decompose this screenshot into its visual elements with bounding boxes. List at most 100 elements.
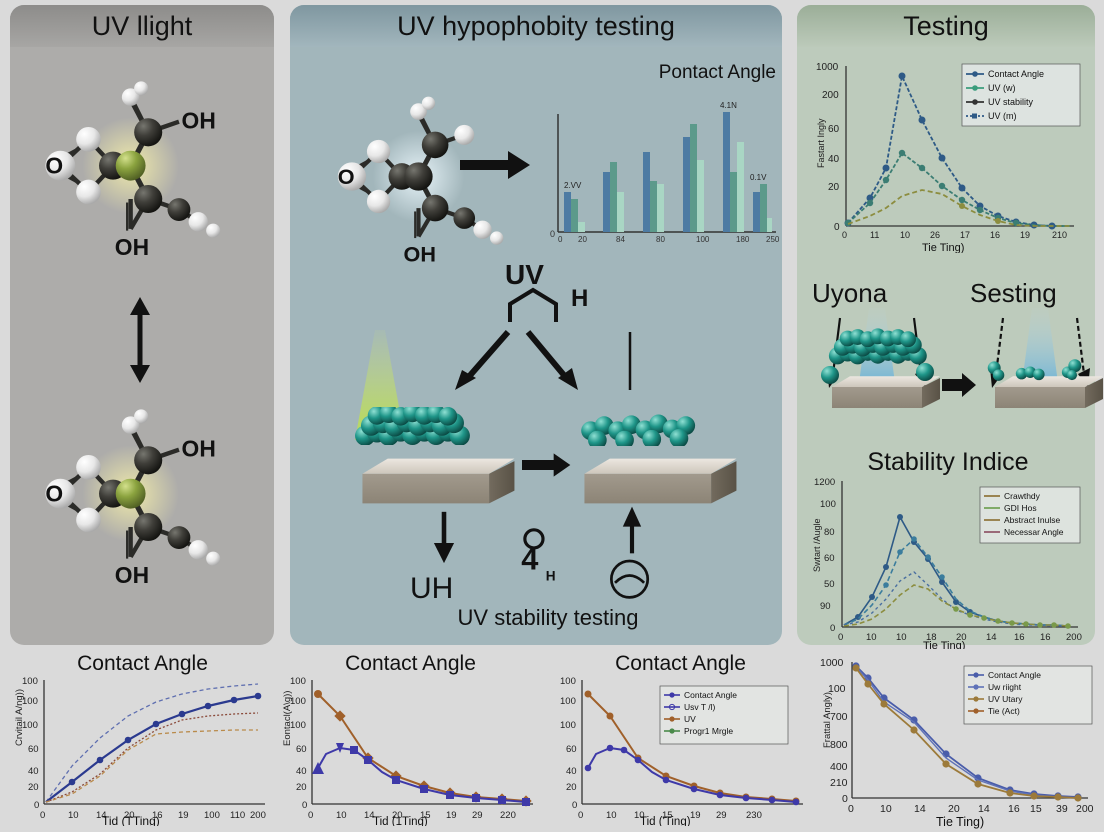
svg-text:Frattal Angly): Frattal Angly) (822, 692, 833, 748)
svg-text:100: 100 (560, 720, 576, 731)
svg-text:180: 180 (736, 235, 750, 244)
svg-text:0: 0 (830, 623, 835, 634)
svg-text:0: 0 (834, 222, 840, 233)
svg-text:26: 26 (930, 230, 940, 240)
svg-text:50: 50 (824, 579, 835, 590)
svg-text:10: 10 (866, 632, 877, 643)
svg-text:Progr1 Mrgle: Progr1 Mrgle (684, 726, 733, 736)
svg-text:10: 10 (68, 810, 79, 821)
svg-text:40: 40 (828, 154, 840, 165)
svg-text:16: 16 (1014, 632, 1025, 643)
svg-text:Abstract Inulse: Abstract Inulse (1004, 515, 1060, 525)
svg-text:0: 0 (578, 810, 583, 821)
svg-text:Tie Ting): Tie Ting) (922, 242, 964, 253)
svg-text:230: 230 (746, 810, 762, 821)
svg-text:84: 84 (616, 235, 625, 244)
svg-text:40: 40 (28, 766, 39, 777)
svg-text:200: 200 (1066, 632, 1082, 643)
svg-text:100: 100 (22, 676, 38, 687)
svg-text:Usv T /l): Usv T /l) (684, 702, 715, 712)
svg-text:29: 29 (472, 810, 483, 821)
svg-text:10: 10 (896, 632, 907, 643)
svg-text:UV stability: UV stability (988, 97, 1034, 107)
svg-text:Tie (Act): Tie (Act) (988, 706, 1020, 716)
svg-text:0: 0 (558, 235, 563, 244)
svg-text:Uw riight: Uw riight (988, 682, 1022, 692)
svg-text:16: 16 (1008, 803, 1020, 815)
svg-text:80: 80 (656, 235, 665, 244)
svg-text:4: 4 (521, 542, 538, 577)
svg-text:Contact Angle: Contact Angle (684, 690, 737, 700)
svg-text:Tid (1Ting): Tid (1Ting) (373, 816, 428, 826)
svg-text:Contact Angle: Contact Angle (988, 69, 1044, 79)
svg-text:20: 20 (296, 782, 307, 793)
svg-text:80: 80 (824, 527, 835, 538)
svg-text:Contact Angle: Contact Angle (988, 670, 1041, 680)
svg-text:Swtart /Augle: Swtart /Augle (812, 518, 822, 572)
svg-text:19: 19 (1020, 230, 1030, 240)
svg-text:100: 100 (820, 499, 836, 510)
svg-text:10: 10 (880, 803, 892, 815)
svg-text:14: 14 (914, 803, 926, 815)
svg-text:20: 20 (828, 182, 840, 193)
svg-text:0: 0 (308, 810, 313, 821)
svg-text:17: 17 (960, 230, 970, 240)
svg-text:GDI Hos: GDI Hos (1004, 503, 1037, 513)
svg-text:UV Utary: UV Utary (988, 694, 1023, 704)
svg-text:60: 60 (828, 124, 840, 135)
svg-text:20: 20 (566, 782, 577, 793)
svg-text:0: 0 (848, 803, 854, 815)
svg-text:200: 200 (250, 810, 266, 821)
svg-text:Tie Ting): Tie Ting) (936, 815, 984, 829)
svg-text:0.1V: 0.1V (750, 173, 767, 182)
svg-text:1200: 1200 (814, 477, 835, 488)
svg-text:14: 14 (978, 803, 990, 815)
svg-text:20: 20 (578, 235, 587, 244)
svg-text:250: 250 (766, 235, 780, 244)
svg-text:0: 0 (302, 800, 307, 811)
svg-text:100: 100 (560, 696, 576, 707)
svg-text:0: 0 (838, 632, 843, 643)
svg-text:60: 60 (824, 553, 835, 564)
svg-text:0: 0 (842, 230, 847, 240)
svg-text:0: 0 (34, 800, 39, 811)
svg-text:1000: 1000 (820, 658, 844, 669)
svg-text:90: 90 (820, 601, 831, 612)
svg-text:Crawthdy: Crawthdy (1004, 491, 1041, 501)
svg-text:40: 40 (296, 766, 307, 777)
svg-text:20: 20 (28, 782, 39, 793)
svg-text:0: 0 (572, 800, 577, 811)
svg-text:19: 19 (178, 810, 189, 821)
svg-text:UV (w): UV (w) (988, 83, 1016, 93)
svg-text:2.VV: 2.VV (564, 181, 582, 190)
svg-text:10: 10 (606, 810, 617, 821)
svg-text:0: 0 (550, 229, 555, 239)
svg-text:400: 400 (830, 761, 848, 773)
svg-text:210: 210 (830, 777, 848, 789)
svg-text:H: H (546, 569, 556, 584)
svg-text:60: 60 (566, 744, 577, 755)
svg-text:10: 10 (336, 810, 347, 821)
svg-text:110: 110 (230, 810, 245, 821)
svg-text:Crvitail A/ng)): Crvitail A/ng)) (14, 689, 25, 746)
svg-text:39: 39 (1056, 803, 1068, 815)
svg-text:210: 210 (1052, 230, 1067, 240)
svg-text:29: 29 (716, 810, 727, 821)
svg-text:UV: UV (505, 260, 544, 290)
svg-text:UV: UV (684, 714, 696, 724)
svg-text:15: 15 (1030, 803, 1042, 815)
svg-text:60: 60 (296, 744, 307, 755)
svg-text:220: 220 (500, 810, 516, 821)
svg-text:100: 100 (290, 676, 306, 687)
svg-text:100: 100 (696, 235, 710, 244)
svg-text:1000: 1000 (816, 62, 839, 73)
svg-text:4.1N: 4.1N (720, 101, 737, 110)
svg-text:19: 19 (690, 810, 701, 821)
svg-text:0: 0 (40, 810, 45, 821)
svg-text:16: 16 (1040, 632, 1051, 643)
svg-text:11: 11 (870, 230, 879, 240)
svg-text:100: 100 (204, 810, 220, 821)
svg-text:Fastart Ingly: Fastart Ingly (816, 118, 826, 168)
svg-text:100: 100 (560, 676, 576, 687)
svg-text:UV (m): UV (m) (988, 111, 1017, 121)
